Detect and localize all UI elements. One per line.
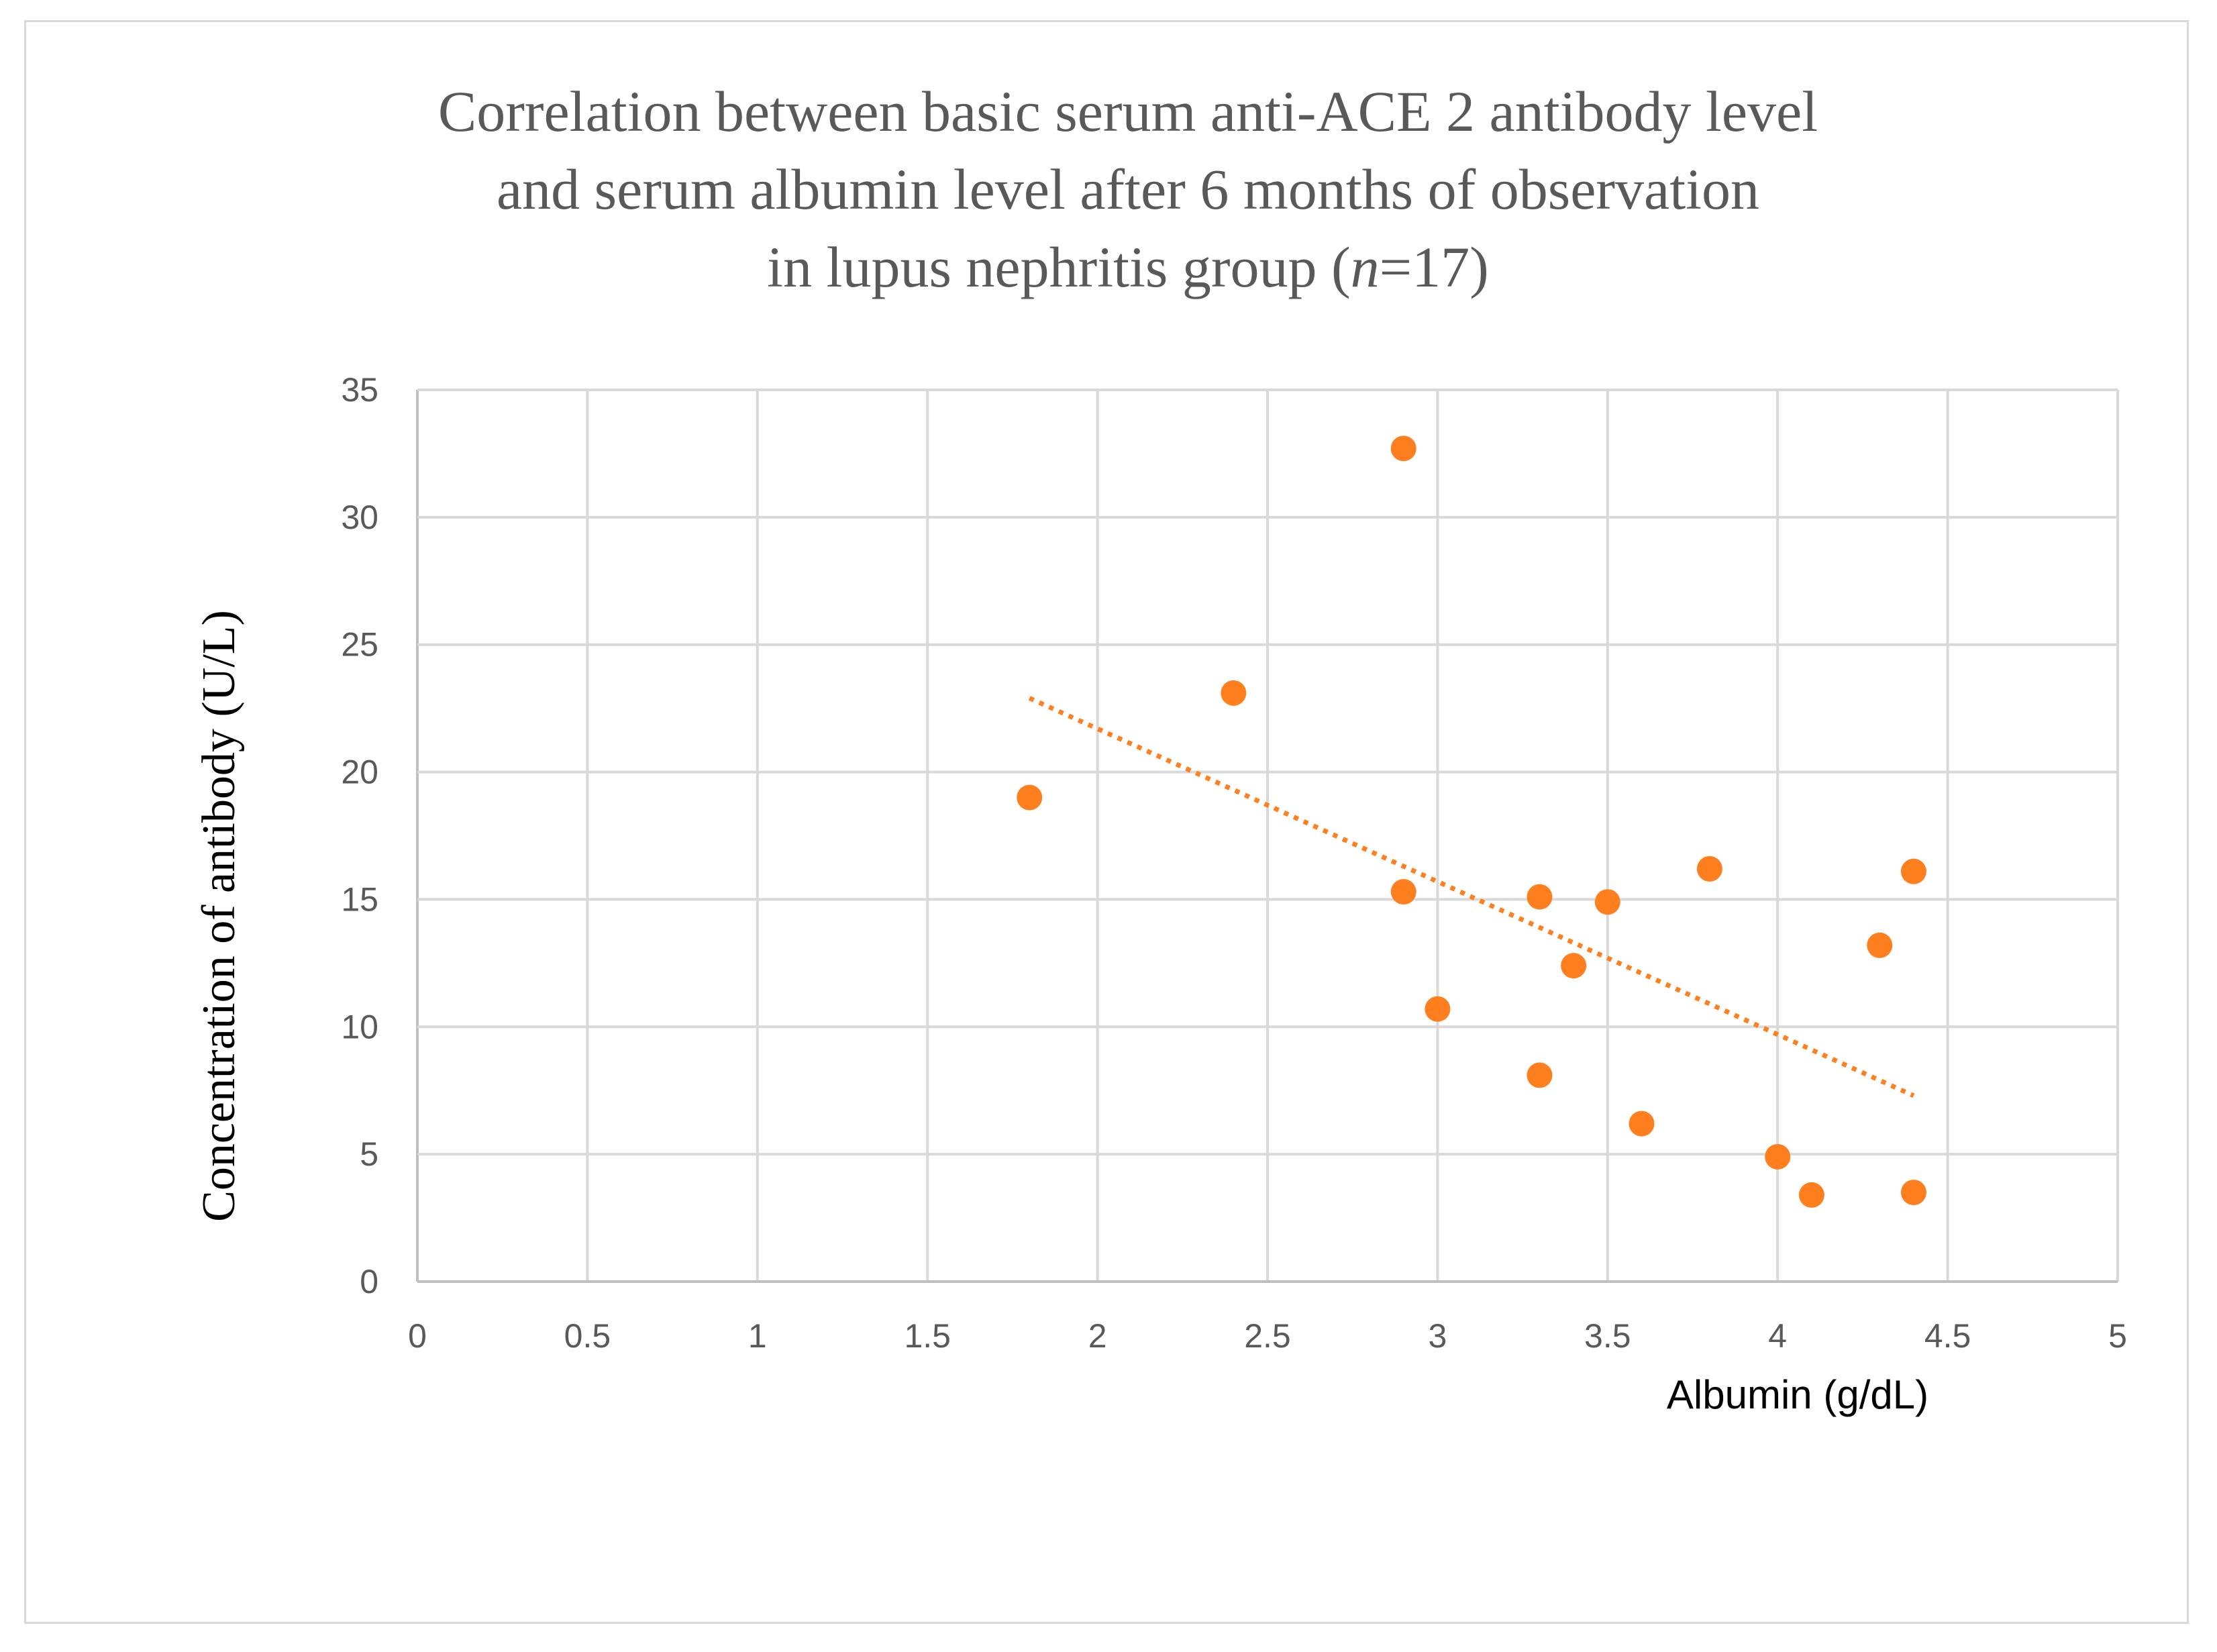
x-axis-label: Albumin (g/dL) bbox=[1667, 1372, 1928, 1417]
y-tick-label: 30 bbox=[341, 499, 378, 536]
x-tick-label: 3 bbox=[1428, 1317, 1447, 1355]
data-point bbox=[1900, 1180, 1926, 1206]
title-n-italic: n bbox=[1351, 235, 1380, 299]
y-tick-label: 0 bbox=[360, 1263, 378, 1300]
data-point bbox=[1696, 856, 1722, 882]
x-tick-labels: 0 0.5 1 1.5 2 2.5 3 3.5 4 4.5 5 bbox=[408, 1317, 2127, 1355]
y-tick-label: 10 bbox=[341, 1008, 378, 1045]
data-point bbox=[1798, 1182, 1824, 1208]
y-tick-label: 20 bbox=[341, 754, 378, 791]
y-tick-label: 25 bbox=[341, 626, 378, 664]
data-point bbox=[1527, 1062, 1553, 1088]
data-point bbox=[1900, 858, 1926, 884]
chart-title-line-1: Correlation between basic serum anti-ACE… bbox=[438, 79, 1818, 144]
title-line-3-prefix: in lupus nephritis group ( bbox=[767, 235, 1351, 299]
gridlines bbox=[416, 389, 2119, 1283]
x-tick-label: 0 bbox=[408, 1317, 427, 1355]
scatter-chart: Correlation between basic serum anti-ACE… bbox=[193, 79, 2127, 1417]
data-point bbox=[1390, 435, 1416, 462]
data-point bbox=[1765, 1143, 1791, 1170]
chart-title-line-3: in lupus nephritis group (n=17) bbox=[767, 235, 1489, 299]
chart-frame: Correlation between basic serum anti-ACE… bbox=[24, 20, 2189, 1624]
data-point bbox=[1561, 953, 1587, 979]
x-tick-label: 0.5 bbox=[564, 1317, 611, 1355]
y-tick-labels: 0 5 10 15 20 25 30 35 bbox=[341, 371, 378, 1300]
x-tick-label: 2.5 bbox=[1244, 1317, 1291, 1355]
x-tick-label: 5 bbox=[2108, 1317, 2127, 1355]
data-point bbox=[1594, 889, 1620, 915]
data-point bbox=[1221, 680, 1247, 706]
data-point bbox=[1390, 879, 1416, 905]
x-tick-label: 1 bbox=[748, 1317, 767, 1355]
y-axis-label: Concentration of antibody (U/L) bbox=[193, 610, 245, 1222]
trendline bbox=[1028, 696, 1915, 1098]
data-point bbox=[1629, 1111, 1655, 1137]
title-line-3-suffix: =17) bbox=[1380, 235, 1489, 299]
y-tick-label: 15 bbox=[341, 880, 378, 918]
y-tick-label: 5 bbox=[360, 1135, 378, 1173]
data-point bbox=[1527, 884, 1553, 910]
x-tick-label: 3.5 bbox=[1584, 1317, 1631, 1355]
x-tick-label: 1.5 bbox=[904, 1317, 951, 1355]
data-points bbox=[1017, 435, 1926, 1208]
x-tick-label: 2 bbox=[1088, 1317, 1107, 1355]
data-point bbox=[1867, 932, 1893, 958]
chart-title-line-2: and serum albumin level after 6 months o… bbox=[497, 157, 1759, 221]
y-tick-label: 35 bbox=[341, 371, 378, 409]
x-tick-label: 4 bbox=[1768, 1317, 1787, 1355]
data-point bbox=[1425, 996, 1451, 1022]
x-tick-label: 4.5 bbox=[1924, 1317, 1971, 1355]
data-point bbox=[1017, 784, 1043, 811]
trendline-layer bbox=[1028, 696, 1915, 1098]
